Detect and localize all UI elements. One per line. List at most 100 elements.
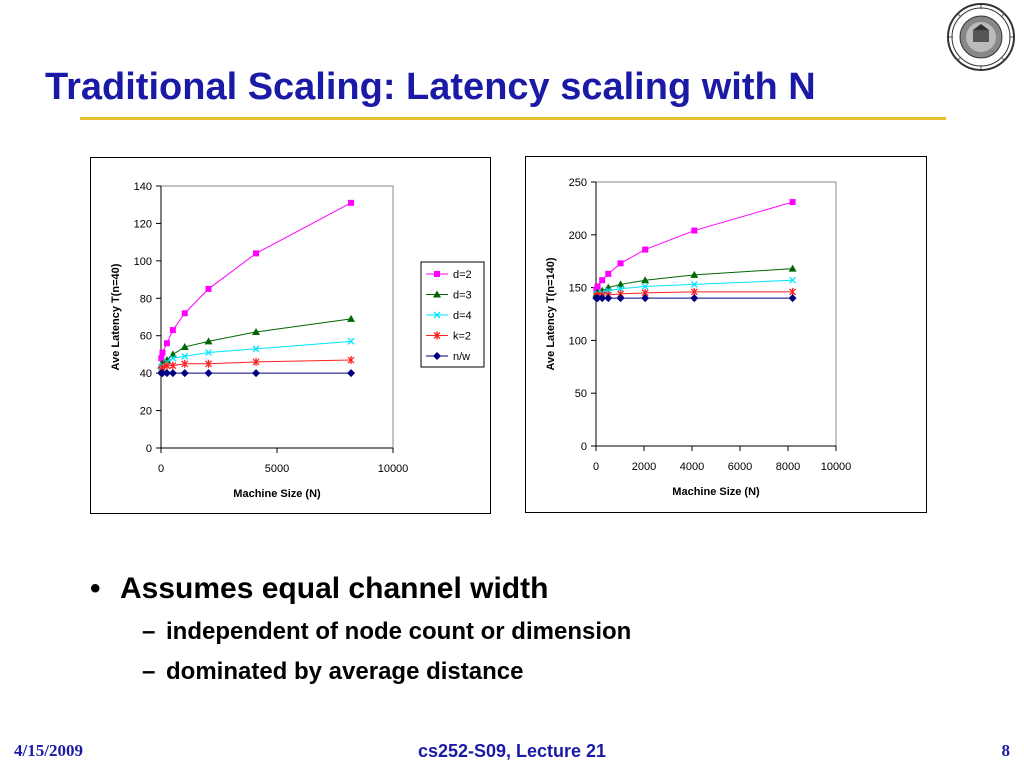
sub-bullet-text: independent of node count or dimension bbox=[166, 618, 632, 645]
legend-marker bbox=[433, 331, 441, 340]
y-tick-label: 60 bbox=[140, 331, 152, 343]
y-tick-label: 0 bbox=[581, 441, 587, 453]
plot-area bbox=[595, 181, 837, 447]
y-tick-label: 100 bbox=[134, 256, 152, 268]
data-point bbox=[593, 286, 600, 293]
data-point bbox=[347, 369, 356, 378]
footer-date: 4/15/2009 bbox=[14, 741, 83, 760]
data-point bbox=[347, 314, 356, 322]
data-point bbox=[163, 340, 170, 347]
series-n/w bbox=[157, 369, 356, 378]
plot-area bbox=[160, 185, 394, 449]
data-point bbox=[163, 361, 171, 370]
y-tick-label: 20 bbox=[140, 406, 152, 418]
data-point bbox=[599, 277, 606, 284]
chart-latency-n40-svg: 0 20 40 60 80 100 120 140 0 5000 10000 Machine Size… bbox=[110, 181, 485, 500]
footer-page-number: 8 bbox=[1001, 741, 1011, 760]
data-point bbox=[252, 345, 260, 353]
data-point bbox=[593, 294, 602, 303]
y-tick-label: 0 bbox=[146, 443, 152, 455]
data-point bbox=[789, 199, 796, 206]
x-tick-label: 10000 bbox=[378, 463, 409, 475]
university-seal-icon bbox=[947, 3, 1015, 71]
data-point bbox=[605, 270, 612, 277]
data-point bbox=[252, 369, 261, 378]
legend-marker bbox=[433, 352, 441, 360]
legend-label: d=3 bbox=[453, 290, 472, 302]
data-point bbox=[205, 359, 212, 368]
data-point bbox=[616, 294, 625, 303]
data-point bbox=[347, 337, 355, 345]
data-point bbox=[162, 356, 171, 364]
data-point bbox=[159, 349, 166, 356]
data-point bbox=[789, 276, 797, 284]
y-tick-label: 120 bbox=[134, 218, 152, 230]
legend-label: d=4 bbox=[453, 310, 472, 322]
sub-bullet-text: dominated by average distance bbox=[166, 658, 524, 685]
data-point bbox=[617, 285, 625, 293]
data-point bbox=[169, 361, 177, 370]
sub-bullet-item: – independent of node count or dimension bbox=[142, 618, 632, 645]
data-point bbox=[788, 264, 797, 272]
chart-latency-n140-svg: 0 50 100 150 200 250 0 2000 4000 6000 8000 10000 Mac… bbox=[545, 177, 851, 498]
data-point bbox=[348, 199, 355, 206]
legend: d=2 d=3 d=4 k=2 n/w bbox=[420, 261, 485, 368]
data-point bbox=[641, 276, 650, 284]
legend-label: n/w bbox=[453, 351, 470, 363]
legend-label: d=2 bbox=[453, 269, 472, 281]
data-point bbox=[788, 294, 797, 303]
y-tick-label: 50 bbox=[575, 388, 587, 400]
series-d=2 bbox=[593, 199, 796, 293]
y-tick-label: 150 bbox=[569, 283, 587, 295]
data-point bbox=[616, 280, 625, 288]
data-point bbox=[205, 349, 212, 357]
data-point bbox=[205, 285, 212, 292]
data-point bbox=[642, 246, 649, 253]
data-point bbox=[204, 337, 213, 345]
y-axis-label: Ave Latency T(n=40) bbox=[110, 263, 122, 370]
y-tick-label: 200 bbox=[569, 230, 587, 242]
legend-marker bbox=[433, 311, 441, 319]
data-point bbox=[594, 283, 601, 290]
chart-latency-n40: 0 20 40 60 80 100 120 140 0 5000 10000 Machine Size… bbox=[90, 157, 491, 514]
data-point bbox=[158, 369, 167, 378]
bullet-list: • Assumes equal channel width – independen… bbox=[90, 572, 631, 686]
x-tick-label: 5000 bbox=[265, 463, 289, 475]
series-d=2 bbox=[158, 199, 355, 362]
data-point bbox=[168, 369, 177, 378]
data-point bbox=[158, 355, 165, 362]
series-n/w bbox=[592, 294, 797, 303]
footer-course: cs252-S09, Lecture 21 bbox=[417, 741, 607, 761]
slide-title: Traditional Scaling: Latency scaling wit… bbox=[45, 66, 816, 108]
data-point bbox=[180, 369, 189, 378]
data-point bbox=[641, 283, 649, 291]
y-axis-label: Ave Latency T(n=140) bbox=[545, 257, 557, 370]
data-point bbox=[690, 294, 699, 303]
title-underline bbox=[80, 117, 946, 120]
y-tick-label: 80 bbox=[140, 293, 152, 305]
series-k=2 bbox=[157, 356, 355, 374]
data-point bbox=[162, 369, 171, 378]
x-axis-label: Machine Size (N) bbox=[233, 488, 321, 500]
x-tick-label: 2000 bbox=[632, 461, 656, 473]
y-tick-label: 40 bbox=[140, 368, 152, 380]
y-tick-label: 100 bbox=[569, 335, 587, 347]
chart-latency-n140: 0 50 100 150 200 250 0 2000 4000 6000 8000 10000 Mac… bbox=[525, 156, 927, 513]
legend-label: k=2 bbox=[453, 331, 471, 343]
data-point bbox=[252, 327, 261, 335]
x-axis-label: Machine Size (N) bbox=[672, 486, 760, 498]
x-tick-label: 6000 bbox=[728, 461, 752, 473]
x-tick-label: 8000 bbox=[776, 461, 800, 473]
data-point bbox=[181, 352, 189, 360]
data-point bbox=[690, 280, 698, 288]
data-point bbox=[641, 294, 650, 303]
data-point bbox=[252, 357, 260, 366]
data-point bbox=[598, 294, 607, 303]
data-point bbox=[604, 294, 613, 303]
data-point bbox=[253, 250, 260, 257]
x-tick-label: 4000 bbox=[680, 461, 704, 473]
bullet-text: Assumes equal channel width bbox=[120, 572, 549, 605]
x-tick-label: 0 bbox=[593, 461, 599, 473]
y-tick-label: 140 bbox=[134, 181, 152, 193]
data-point bbox=[181, 310, 188, 317]
